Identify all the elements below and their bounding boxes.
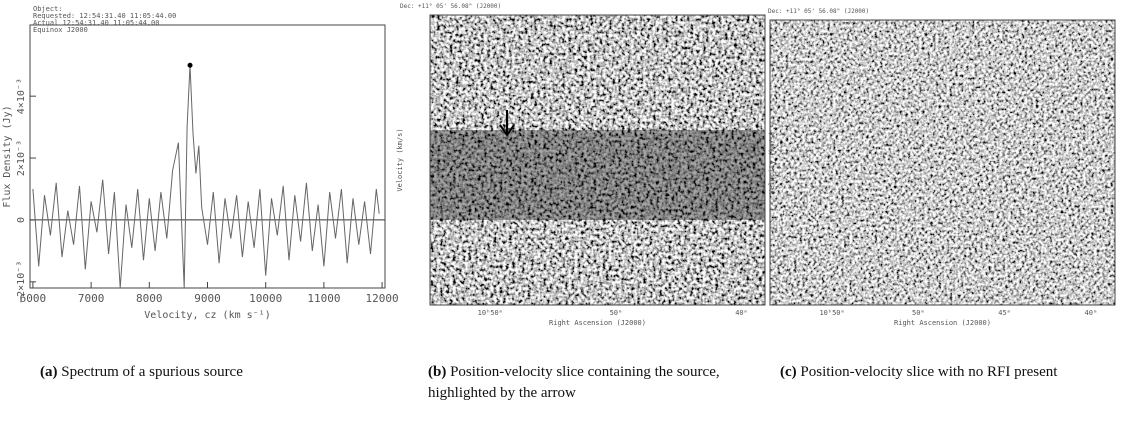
y-axis-label: Flux Density (Jy): [2, 105, 13, 207]
x-tick-label: 8000: [136, 292, 163, 305]
caption-text: Spectrum of a spurious source: [61, 364, 243, 380]
spectrum-line: [32, 65, 380, 289]
frame: [429, 14, 766, 306]
ra-tick-label: 10ʰ50ᵐ: [478, 309, 503, 317]
caption: (a) Spectrum of a spurious source: [40, 362, 380, 383]
x-tick-label: 10000: [249, 292, 282, 305]
dec-label: Dec: +11° 05' 56.08" (J2000): [768, 8, 869, 15]
caption-label: (b): [428, 364, 447, 380]
peak-marker: [187, 62, 193, 68]
frame: [769, 19, 1116, 306]
y-tick-label: 2×10⁻³: [16, 140, 27, 176]
plot-frame: [29, 24, 386, 289]
x-tick-label: 6000: [20, 292, 47, 305]
ra-tick-label: 50ᵐ: [912, 309, 925, 317]
arrow-head: [499, 124, 515, 137]
y-tick-label: −2×10⁻³: [16, 261, 27, 303]
x-axis-label: Right Ascension (J2000): [894, 319, 991, 327]
y-axis-label: Velocity (km/s): [768, 131, 776, 194]
dark-band: [430, 130, 765, 220]
header-line: Actual 12:54:31.40 11:05:44.00: [33, 19, 159, 27]
ra-tick-label: 40ᵐ: [1085, 309, 1098, 317]
y-tick-label: 0: [16, 217, 27, 223]
ra-tick-label: 10ʰ50ᵐ: [819, 309, 844, 317]
header-line: Requested: 12:54:31.40 11:05:44.00: [33, 12, 176, 20]
caption: (b) Position-velocity slice containing t…: [428, 362, 758, 404]
figure: Dec: +11° 05' 56.08" (J2000) Right Ascens…: [2, 3, 1116, 327]
pv-image: [430, 15, 765, 305]
header-line: Object:: [33, 5, 63, 13]
x-tick-label: 7000: [78, 292, 105, 305]
dec-label: Dec: +11° 05' 56.08" (J2000): [400, 3, 501, 10]
x-tick-label: 12000: [366, 292, 399, 305]
ra-tick-label: 40ᵐ: [735, 309, 748, 317]
caption-label: (c): [780, 364, 797, 380]
ra-tick-label: 50ᵐ: [610, 309, 623, 317]
pv-image: [770, 20, 1115, 305]
caption-label: (a): [40, 364, 58, 380]
y-tick-label: 4×10⁻³: [16, 78, 27, 114]
x-axis-label: Velocity, cz (km s⁻¹): [144, 310, 270, 321]
y-axis-label: Velocity (km/s): [396, 128, 404, 191]
x-axis-label: Right Ascension (J2000): [549, 319, 646, 327]
ra-tick-label: 45ᵐ: [998, 309, 1011, 317]
caption-text: Position-velocity slice containing the s…: [428, 364, 720, 401]
caption-text: Position-velocity slice with no RFI pres…: [800, 364, 1058, 380]
caption: (c) Position-velocity slice with no RFI …: [780, 362, 1110, 383]
x-tick-label: 11000: [307, 292, 340, 305]
x-tick-label: 9000: [194, 292, 221, 305]
header-line: Equinox J2000: [33, 26, 88, 34]
